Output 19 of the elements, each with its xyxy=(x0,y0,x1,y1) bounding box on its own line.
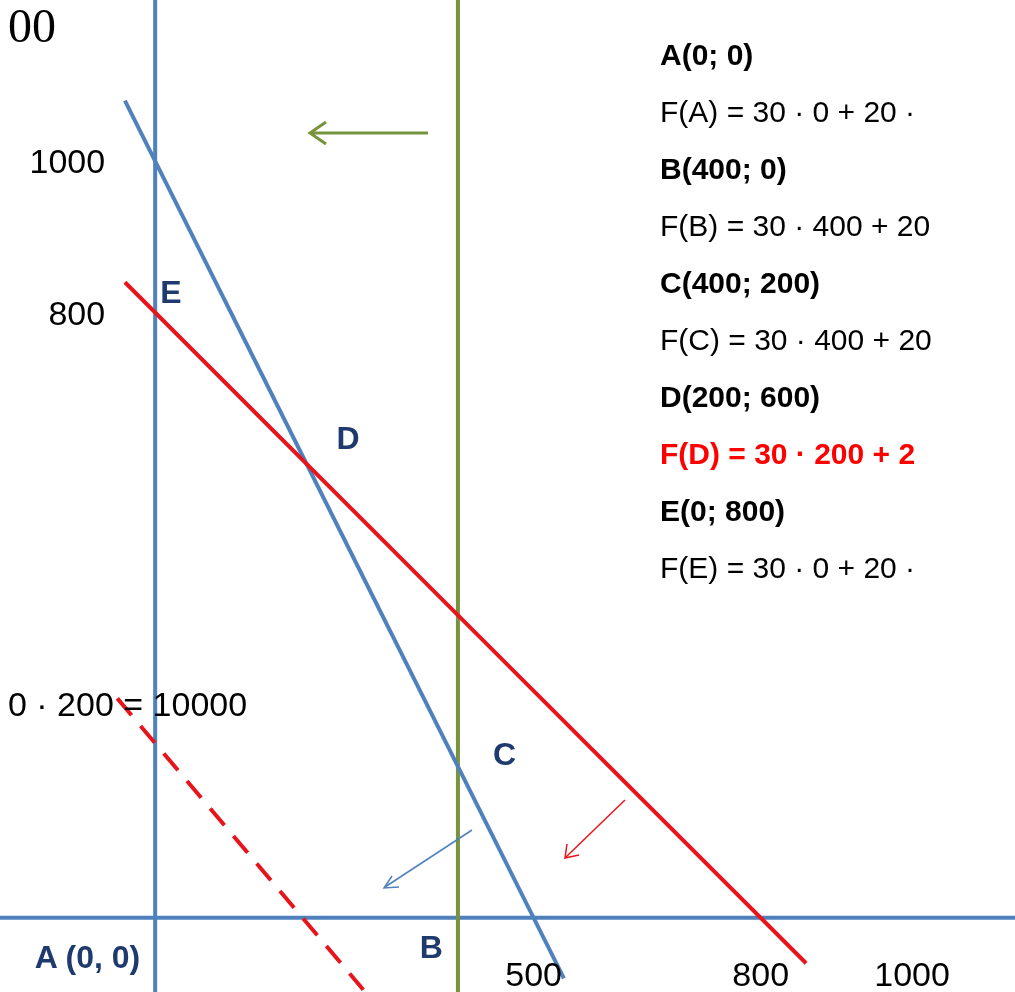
annotation: B xyxy=(419,928,443,965)
annotation: C(400; 200) xyxy=(660,266,821,299)
x-tick-label: 1000 xyxy=(874,955,950,992)
annotation: F(D) = 30 · 200 + 2 xyxy=(660,437,916,470)
annotation: D(200; 600) xyxy=(660,380,821,413)
annotation: F(B) = 30 · 400 + 20 xyxy=(660,209,931,242)
annotation: B(400; 0) xyxy=(660,152,787,185)
x-tick-label: 500 xyxy=(505,955,562,992)
annotation: 00 xyxy=(8,0,56,52)
x-tick-label: 800 xyxy=(732,955,790,992)
annotation: F(E) = 30 · 0 + 20 · xyxy=(660,551,916,584)
annotation: F(C) = 30 · 400 + 20 xyxy=(660,323,932,356)
annotation: A(0; 0) xyxy=(660,38,754,71)
annotation: E xyxy=(160,273,182,310)
annotation: F(A) = 30 · 0 + 20 · xyxy=(660,95,916,128)
annotation: D xyxy=(336,419,360,456)
annotation: A (0, 0) xyxy=(34,938,141,975)
annotation: E(0; 800) xyxy=(660,494,786,527)
annotation: C xyxy=(492,735,517,772)
